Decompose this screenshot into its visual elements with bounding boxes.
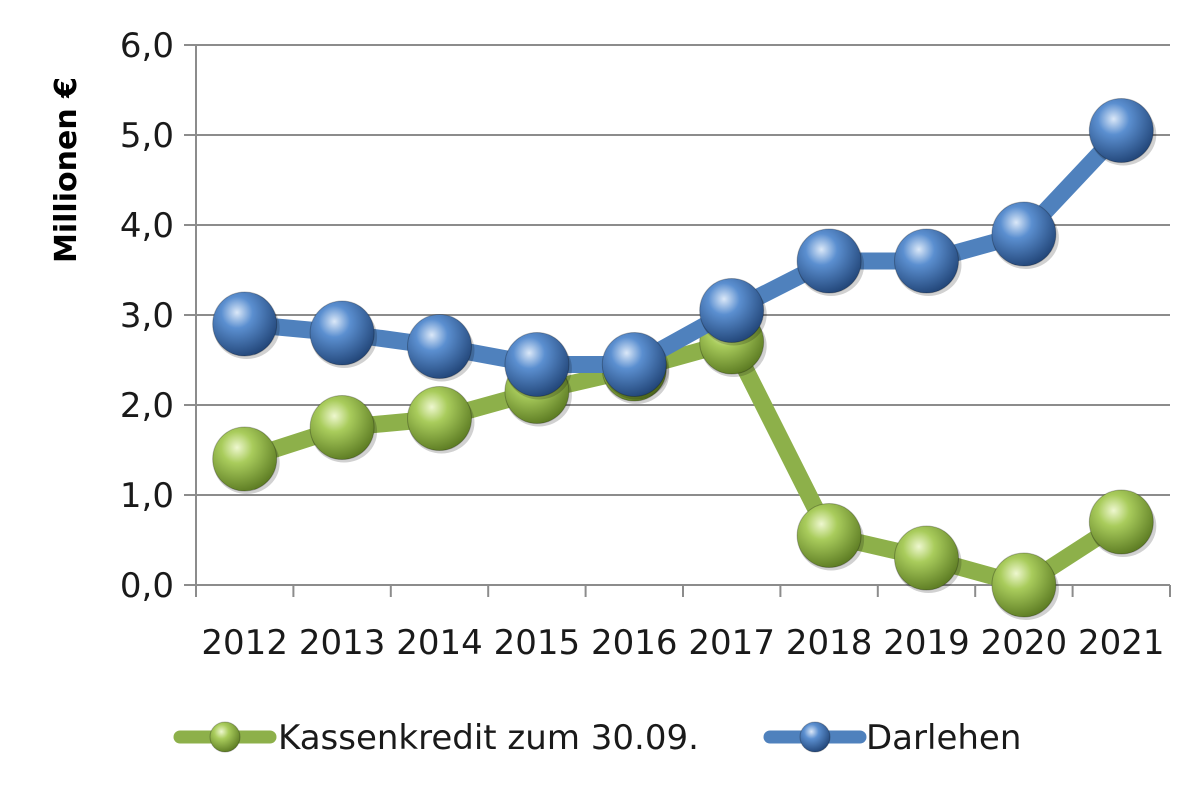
data-point [504,332,570,397]
x-tick-label: 2013 [299,623,386,663]
y-tick-label: 0,0 [120,566,174,606]
data-point [991,552,1057,618]
data-point [894,228,959,294]
data-point [699,278,765,343]
x-tick-label: 2018 [786,623,873,663]
data-point [407,386,472,451]
data-point [1088,489,1154,555]
x-tick-label: 2021 [1078,623,1165,663]
data-point [212,426,278,492]
series-line [236,333,1130,594]
y-tick-label: 2,0 [120,386,174,426]
y-tick-label: 4,0 [120,206,174,246]
data-point [796,228,862,294]
x-tick-label: 2016 [591,623,678,663]
series-1 [212,98,1157,400]
y-axis-ticks: 0,0 1,0 2,0 3,0 4,0 5,0 6,0 [120,26,196,606]
legend-label: Darlehen [866,718,1021,758]
data-point [894,525,959,591]
y-tick-label: 5,0 [120,116,174,156]
data-point [309,300,375,366]
x-tick-label: 2020 [981,623,1068,663]
data-point [601,332,667,397]
x-axis-ticks: 2012 2013 2014 2015 2016 2017 2018 2019 2020 2021 [195,585,1171,663]
series-line [236,122,1130,373]
series-layer [212,98,1157,620]
data-point [407,314,472,379]
data-point [1088,98,1154,163]
data-point [991,201,1057,267]
x-tick-label: 2012 [201,623,288,663]
y-axis-label: Millionen € [49,77,84,263]
x-tick-label: 2019 [883,623,970,663]
legend-label: Kassenkredit zum 30.09. [278,718,699,758]
y-tick-label: 3,0 [120,296,174,336]
data-point [309,395,375,460]
x-tick-label: 2017 [688,623,775,663]
legend-swatch-marker [209,721,241,753]
data-point [212,291,278,357]
y-tick-label: 1,0 [120,476,174,516]
legend-item: Kassenkredit zum 30.09. [173,718,699,758]
x-tick-label: 2014 [396,623,483,663]
y-tick-label: 6,0 [120,26,174,66]
legend-swatch-marker [799,721,831,753]
x-tick-label: 2015 [494,623,581,663]
legend: Kassenkredit zum 30.09. Darlehen [173,718,1021,758]
legend-item: Darlehen [763,718,1021,758]
data-point [796,503,862,568]
